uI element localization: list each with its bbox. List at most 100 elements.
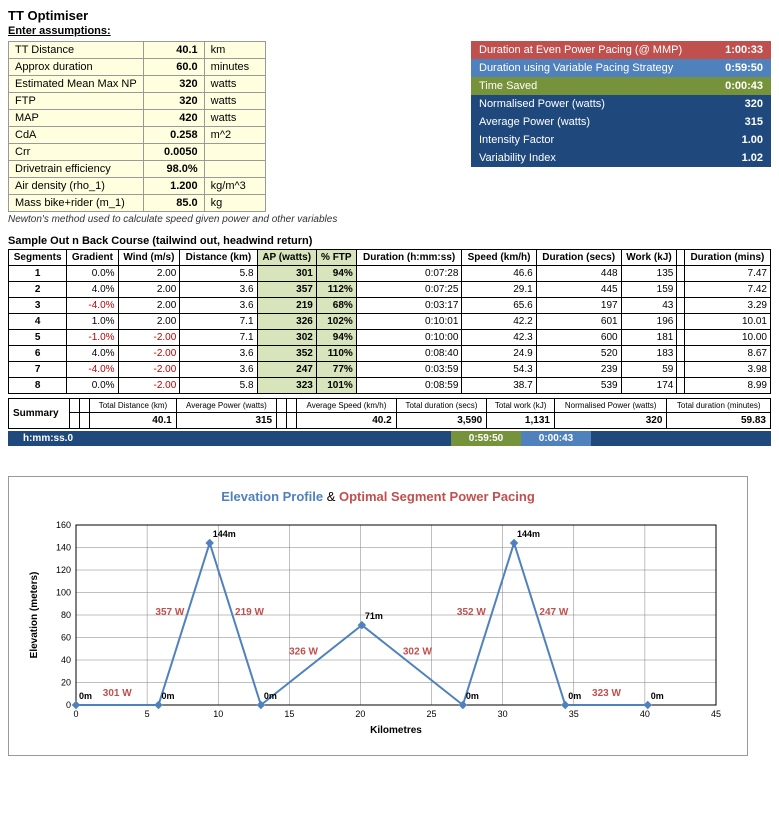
svg-text:Kilometres: Kilometres: [370, 725, 422, 736]
result-row: Duration at Even Power Pacing (@ MMP)1:0…: [471, 41, 771, 59]
assumption-row: Crr0.0050: [9, 144, 266, 161]
assumption-value[interactable]: 85.0: [143, 195, 204, 212]
svg-text:326 W: 326 W: [289, 646, 318, 657]
result-row: Variability Index1.02: [471, 149, 771, 167]
segment-cell: 3.29: [684, 298, 770, 314]
summary-value: [287, 413, 297, 429]
segment-cell: 101%: [316, 378, 356, 394]
segment-cell: 0:03:17: [356, 298, 462, 314]
segment-cell: 0:07:28: [356, 266, 462, 282]
assumption-row: Approx duration60.0minutes: [9, 59, 266, 76]
assumption-unit: m^2: [204, 127, 265, 144]
segment-cell: 197: [536, 298, 621, 314]
assumption-value[interactable]: 0.258: [143, 127, 204, 144]
course-title: Sample Out n Back Course (tailwind out, …: [8, 235, 771, 247]
seg-header: Distance (km): [180, 250, 257, 266]
segment-cell: 6: [9, 346, 67, 362]
result-value: 1.02: [712, 149, 771, 167]
segment-cell: 196: [621, 314, 677, 330]
summary-value: 59.83: [667, 413, 771, 429]
segment-cell: 0:08:40: [356, 346, 462, 362]
summary-header: Total work (kJ): [487, 399, 555, 413]
summary-label: Summary: [9, 399, 70, 429]
summary-header: [80, 399, 90, 413]
result-row: Average Power (watts)315: [471, 113, 771, 131]
seg-header: Duration (secs): [536, 250, 621, 266]
segment-cell: 77%: [316, 362, 356, 378]
segment-cell: -4.0%: [67, 362, 118, 378]
summary-value: 315: [176, 413, 276, 429]
segment-cell: 352: [257, 346, 316, 362]
seg-header: Gradient: [67, 250, 118, 266]
segment-cell: 445: [536, 282, 621, 298]
svg-text:20: 20: [61, 678, 71, 688]
svg-text:15: 15: [284, 709, 294, 719]
assumption-row: Air density (rho_1)1.200kg/m^3: [9, 178, 266, 195]
svg-text:247 W: 247 W: [539, 607, 568, 618]
segment-cell: 0:10:00: [356, 330, 462, 346]
segment-cell: 112%: [316, 282, 356, 298]
segment-cell: 8.99: [684, 378, 770, 394]
summary-header: Total duration (minutes): [667, 399, 771, 413]
segment-cell: 159: [621, 282, 677, 298]
svg-text:0m: 0m: [161, 691, 174, 701]
segment-cell: 3: [9, 298, 67, 314]
segment-cell: 42.2: [462, 314, 536, 330]
segment-cell: 357: [257, 282, 316, 298]
segment-cell: 323: [257, 378, 316, 394]
assumption-value[interactable]: 320: [143, 93, 204, 110]
segment-cell: 239: [536, 362, 621, 378]
assumption-unit: [204, 161, 265, 178]
summary-value: [70, 413, 80, 429]
svg-text:160: 160: [56, 520, 71, 530]
segment-cell: 135: [621, 266, 677, 282]
segment-cell: [677, 346, 684, 362]
segment-cell: 65.6: [462, 298, 536, 314]
segment-row: 41.0%2.007.1326102%0:10:0142.260119610.0…: [9, 314, 771, 330]
assumption-key: CdA: [9, 127, 144, 144]
segment-cell: 0.0%: [67, 378, 118, 394]
svg-text:0: 0: [66, 700, 71, 710]
assumption-value[interactable]: 98.0%: [143, 161, 204, 178]
segment-cell: 247: [257, 362, 316, 378]
summary-header: [287, 399, 297, 413]
segment-cell: [677, 330, 684, 346]
segment-row: 80.0%-2.005.8323101%0:08:5938.75391748.9…: [9, 378, 771, 394]
seg-header: Duration (mins): [684, 250, 770, 266]
result-row: Normalised Power (watts)320: [471, 95, 771, 113]
assumption-value[interactable]: 320: [143, 76, 204, 93]
segment-row: 24.0%2.003.6357112%0:07:2529.14451597.42: [9, 282, 771, 298]
segment-cell: 600: [536, 330, 621, 346]
assumption-unit: km: [204, 42, 265, 59]
segment-cell: 1.0%: [67, 314, 118, 330]
assumption-value[interactable]: 0.0050: [143, 144, 204, 161]
assumption-value[interactable]: 420: [143, 110, 204, 127]
svg-text:140: 140: [56, 543, 71, 553]
segment-cell: -2.00: [118, 362, 180, 378]
segment-cell: -2.00: [118, 330, 180, 346]
summary-value: 3,590: [396, 413, 487, 429]
assumption-key: FTP: [9, 93, 144, 110]
assumption-row: CdA0.258m^2: [9, 127, 266, 144]
segment-row: 3-4.0%2.003.621968%0:03:1765.6197433.29: [9, 298, 771, 314]
segment-cell: 539: [536, 378, 621, 394]
segment-cell: 448: [536, 266, 621, 282]
seg-header: Work (kJ): [621, 250, 677, 266]
segment-row: 7-4.0%-2.003.624777%0:03:5954.3239593.98: [9, 362, 771, 378]
segment-cell: 5.8: [180, 378, 257, 394]
segment-cell: [677, 298, 684, 314]
assumption-value[interactable]: 40.1: [143, 42, 204, 59]
svg-text:5: 5: [145, 709, 150, 719]
segment-cell: 5.8: [180, 266, 257, 282]
summary-header: Total Distance (km): [90, 399, 177, 413]
assumption-value[interactable]: 60.0: [143, 59, 204, 76]
assumption-unit: watts: [204, 76, 265, 93]
segment-cell: -4.0%: [67, 298, 118, 314]
svg-text:352 W: 352 W: [457, 607, 486, 618]
assumption-value[interactable]: 1.200: [143, 178, 204, 195]
svg-text:144m: 144m: [517, 529, 540, 539]
svg-text:45: 45: [711, 709, 721, 719]
result-row: Time Saved0:00:43: [471, 77, 771, 95]
assumption-key: TT Distance: [9, 42, 144, 59]
segment-cell: 2: [9, 282, 67, 298]
